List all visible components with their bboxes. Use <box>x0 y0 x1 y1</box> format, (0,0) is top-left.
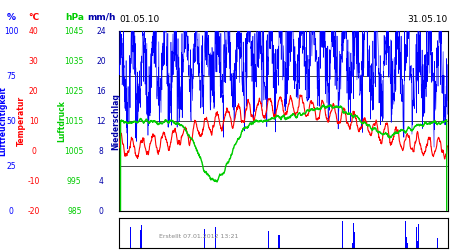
Text: 75: 75 <box>6 72 16 81</box>
Text: %: % <box>7 13 16 22</box>
Text: °C: °C <box>28 13 39 22</box>
Text: Niederschlag: Niederschlag <box>112 93 121 150</box>
Text: 20: 20 <box>96 57 106 66</box>
Text: 50: 50 <box>6 117 16 126</box>
Text: Luftdruck: Luftdruck <box>58 100 67 142</box>
Text: 1015: 1015 <box>65 117 84 126</box>
Text: 31.05.10: 31.05.10 <box>408 15 448 24</box>
Text: 25: 25 <box>6 162 16 171</box>
Text: 30: 30 <box>29 57 39 66</box>
Text: Temperatur: Temperatur <box>17 96 26 146</box>
Text: 16: 16 <box>96 87 106 96</box>
Text: 20: 20 <box>29 87 39 96</box>
Text: 100: 100 <box>4 27 18 36</box>
Text: 985: 985 <box>67 207 81 216</box>
Text: 1035: 1035 <box>64 57 84 66</box>
Text: 0: 0 <box>99 207 104 216</box>
Text: hPa: hPa <box>65 13 84 22</box>
Text: 1005: 1005 <box>64 147 84 156</box>
Text: 1045: 1045 <box>64 27 84 36</box>
Text: 10: 10 <box>29 117 39 126</box>
Text: 4: 4 <box>99 177 104 186</box>
Text: 995: 995 <box>67 177 81 186</box>
Text: 0: 0 <box>9 207 14 216</box>
Text: 24: 24 <box>96 27 106 36</box>
Text: 1025: 1025 <box>65 87 84 96</box>
Text: 01.05.10: 01.05.10 <box>119 15 159 24</box>
Text: Erstellt 07.01.2012 13:21: Erstellt 07.01.2012 13:21 <box>159 234 238 240</box>
Text: 8: 8 <box>99 147 104 156</box>
Text: 40: 40 <box>29 27 39 36</box>
Text: 12: 12 <box>96 117 106 126</box>
Text: Luftfeuchtigkeit: Luftfeuchtigkeit <box>0 86 7 156</box>
Text: -10: -10 <box>27 177 40 186</box>
Text: 0: 0 <box>32 147 36 156</box>
Text: -20: -20 <box>27 207 40 216</box>
Text: mm/h: mm/h <box>87 13 116 22</box>
